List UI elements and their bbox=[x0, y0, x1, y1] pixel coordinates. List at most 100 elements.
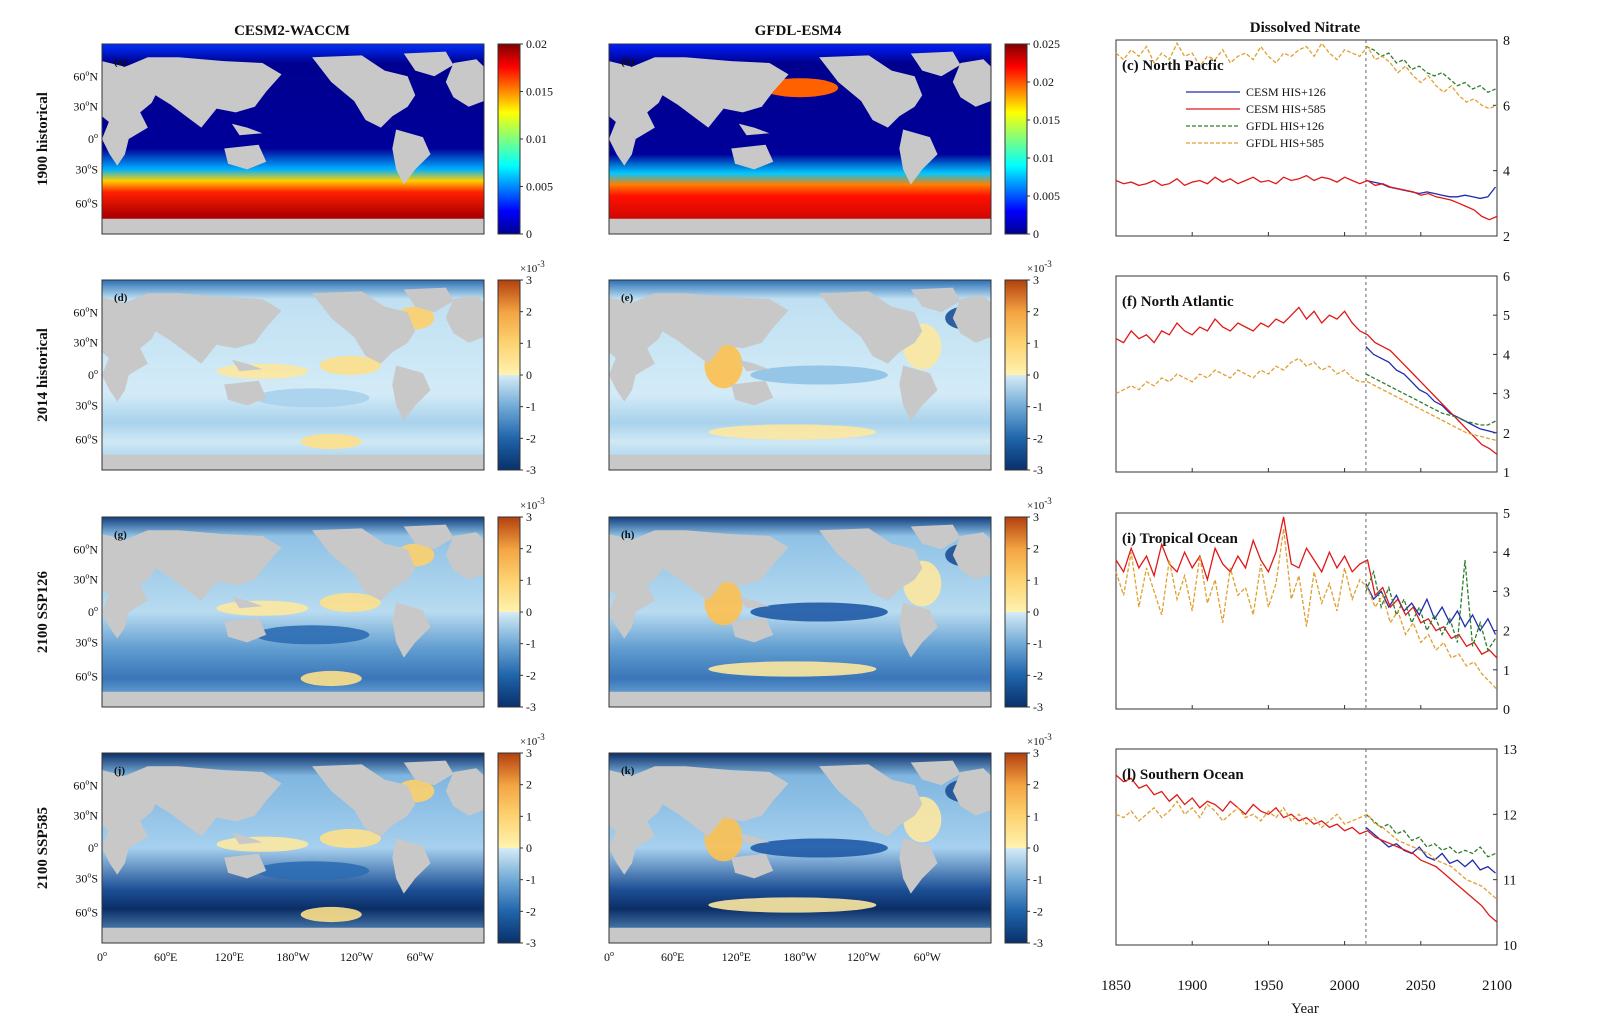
series-line bbox=[1115, 528, 1498, 690]
colorbar: 3 2 1 0 -1 -2 -3 ×10-3 bbox=[1004, 732, 1052, 950]
colorbar-tick: -2 bbox=[526, 668, 536, 682]
colorbar-tick: -1 bbox=[1033, 400, 1043, 414]
lon-tick: 0o bbox=[604, 949, 614, 964]
colorbar-tick: 0 bbox=[526, 605, 532, 619]
colorbar-tick: 1 bbox=[526, 573, 532, 587]
colorbar: 3 2 1 0 -1 -2 -3 ×10-3 bbox=[497, 496, 545, 714]
y-tick: 0 bbox=[1503, 703, 1510, 718]
lon-tick: 60oE bbox=[661, 949, 684, 964]
lat-tick: 0o bbox=[88, 604, 98, 619]
colorbar-tick: -1 bbox=[526, 400, 536, 414]
map-panel: (j) 60oN 30oN 0o 30oS 60oS 0o 60oE 120oE 180oW 120… bbox=[73, 752, 485, 964]
series-line bbox=[1365, 373, 1496, 426]
lat-tick: 60oS bbox=[75, 905, 98, 920]
legend-entry: CESM HIS+126 bbox=[1246, 85, 1326, 99]
colorbar-tick: 2 bbox=[1033, 542, 1039, 556]
map-panel: (h) bbox=[608, 516, 992, 708]
timeseries-panel: 10 11 12 13 (l) Southern Ocean bbox=[1115, 743, 1517, 954]
colorbar-tick: -3 bbox=[526, 463, 536, 477]
row-label: 2014 historical bbox=[35, 328, 51, 422]
lat-tick: 60oN bbox=[73, 304, 98, 319]
lon-tick: 0o bbox=[97, 949, 107, 964]
row-label: 2100 SSP126 bbox=[35, 570, 51, 653]
y-tick: 1 bbox=[1503, 664, 1510, 679]
lat-tick: 0o bbox=[88, 367, 98, 382]
y-tick: 5 bbox=[1503, 309, 1510, 324]
y-tick: 3 bbox=[1503, 585, 1510, 600]
colorbar-tick: 0 bbox=[526, 227, 532, 241]
colorbar-exponent: ×10-3 bbox=[1027, 732, 1052, 748]
lon-tick: 180oW bbox=[783, 949, 817, 964]
lat-tick: 30oN bbox=[73, 335, 98, 350]
timeseries-panel: 0 1 2 3 4 5 (i) Tropical Ocean bbox=[1115, 507, 1510, 718]
colorbar-exponent: ×10-3 bbox=[1027, 259, 1052, 275]
map-panel: (g) 60oN 30oN 0o 30oS 60oS bbox=[73, 516, 485, 708]
map-panel: (e) bbox=[608, 279, 992, 471]
series-line bbox=[1115, 357, 1498, 442]
colorbar-tick: -1 bbox=[526, 873, 536, 887]
panel-label: (a) bbox=[114, 56, 127, 68]
colorbar-tick: 3 bbox=[1033, 273, 1039, 287]
colorbar-tick: 0 bbox=[1033, 605, 1039, 619]
lat-tick: 60oS bbox=[75, 196, 98, 211]
legend-entry: CESM HIS+585 bbox=[1246, 102, 1326, 116]
y-tick: 6 bbox=[1503, 99, 1510, 114]
colorbar: 3 2 1 0 -1 -2 -3 ×10-3 bbox=[1004, 259, 1052, 477]
lat-tick: 60oS bbox=[75, 669, 98, 684]
colorbar-tick: 3 bbox=[1033, 510, 1039, 524]
colorbar-tick: 0.02 bbox=[526, 37, 547, 51]
lat-tick: 30oS bbox=[75, 870, 98, 885]
series-line bbox=[1115, 174, 1498, 221]
colorbar-tick: 0 bbox=[1033, 841, 1039, 855]
legend: CESM HIS+126 CESM HIS+585 GFDL HIS+126 GFDL… bbox=[1186, 85, 1326, 150]
colorbar-tick: -3 bbox=[526, 936, 536, 950]
colorbar-exponent: ×10-3 bbox=[520, 259, 545, 275]
x-tick: 2000 bbox=[1330, 978, 1360, 994]
panel-label: (k) bbox=[621, 765, 635, 777]
colorbar-tick: 2 bbox=[526, 542, 532, 556]
y-tick: 8 bbox=[1503, 34, 1510, 49]
lat-tick: 60oS bbox=[75, 432, 98, 447]
lat-tick: 30oS bbox=[75, 634, 98, 649]
colorbar-tick: 0 bbox=[526, 841, 532, 855]
x-tick: 1950 bbox=[1253, 978, 1283, 994]
colorbar-tick: 2 bbox=[526, 305, 532, 319]
legend-entry: GFDL HIS+126 bbox=[1246, 119, 1324, 133]
colorbar-tick: -2 bbox=[526, 431, 536, 445]
y-tick: 11 bbox=[1503, 874, 1516, 889]
y-tick: 2 bbox=[1503, 230, 1510, 245]
colorbar-tick: 1 bbox=[1033, 336, 1039, 350]
row-label: 1900 historical bbox=[35, 92, 51, 186]
series-line bbox=[1115, 800, 1498, 900]
series-title: (i) Tropical Ocean bbox=[1122, 531, 1238, 547]
panel-label: (g) bbox=[114, 529, 127, 541]
colorbar-tick: 1 bbox=[526, 809, 532, 823]
series-title: (l) Southern Ocean bbox=[1122, 767, 1244, 783]
row-label: 2100 SSP585 bbox=[35, 807, 51, 889]
series-title: (c) North Pacfic bbox=[1122, 58, 1224, 74]
map-panel: (b) bbox=[608, 43, 992, 235]
y-tick: 6 bbox=[1503, 270, 1510, 285]
series-line bbox=[1365, 45, 1496, 94]
colorbar-tick: -3 bbox=[1033, 463, 1043, 477]
lon-tick: 60oW bbox=[914, 949, 942, 964]
colorbar-tick: -3 bbox=[1033, 936, 1043, 950]
colorbar-tick: 1 bbox=[1033, 573, 1039, 587]
legend-entry: GFDL HIS+585 bbox=[1246, 136, 1324, 150]
series-line bbox=[1365, 559, 1497, 652]
colorbar-tick: -1 bbox=[1033, 637, 1043, 651]
colorbar-exponent: ×10-3 bbox=[520, 732, 545, 748]
colorbar-tick: -2 bbox=[1033, 668, 1043, 682]
colorbar-tick: 3 bbox=[526, 273, 532, 287]
colorbar-exponent: ×10-3 bbox=[1027, 496, 1052, 512]
colorbar-tick: 0.025 bbox=[1033, 37, 1060, 51]
colorbar-tick: 0 bbox=[1033, 227, 1039, 241]
lat-tick: 0o bbox=[88, 840, 98, 855]
lat-tick: 60oN bbox=[73, 68, 98, 83]
lon-tick: 120oW bbox=[847, 949, 881, 964]
x-tick: 1900 bbox=[1177, 978, 1207, 994]
y-tick: 10 bbox=[1503, 939, 1517, 954]
series-line bbox=[1365, 826, 1496, 874]
